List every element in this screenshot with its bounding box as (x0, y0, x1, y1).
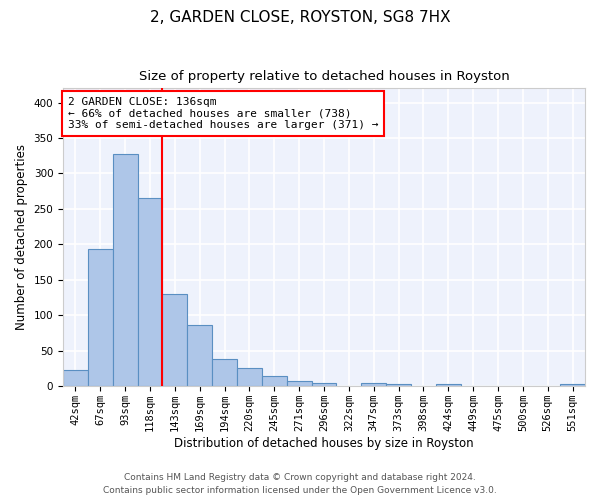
Bar (560, 384, 585, 386)
Bar (262, 376, 287, 386)
Bar (88, 250, 113, 386)
Bar (287, 382, 311, 386)
Bar (113, 154, 137, 386)
Bar (163, 294, 187, 386)
Bar (237, 368, 262, 386)
Text: 2, GARDEN CLOSE, ROYSTON, SG8 7HX: 2, GARDEN CLOSE, ROYSTON, SG8 7HX (149, 10, 451, 25)
Text: Contains HM Land Registry data © Crown copyright and database right 2024.
Contai: Contains HM Land Registry data © Crown c… (103, 474, 497, 495)
Bar (137, 198, 163, 386)
Bar (311, 383, 337, 386)
Title: Size of property relative to detached houses in Royston: Size of property relative to detached ho… (139, 70, 509, 83)
Text: 2 GARDEN CLOSE: 136sqm
← 66% of detached houses are smaller (738)
33% of semi-de: 2 GARDEN CLOSE: 136sqm ← 66% of detached… (68, 97, 379, 130)
Y-axis label: Number of detached properties: Number of detached properties (15, 144, 28, 330)
Bar (361, 383, 386, 386)
Bar (386, 384, 411, 386)
X-axis label: Distribution of detached houses by size in Royston: Distribution of detached houses by size … (174, 437, 474, 450)
Bar (212, 358, 237, 386)
Bar (63, 370, 88, 386)
Bar (187, 326, 212, 386)
Bar (436, 384, 461, 386)
